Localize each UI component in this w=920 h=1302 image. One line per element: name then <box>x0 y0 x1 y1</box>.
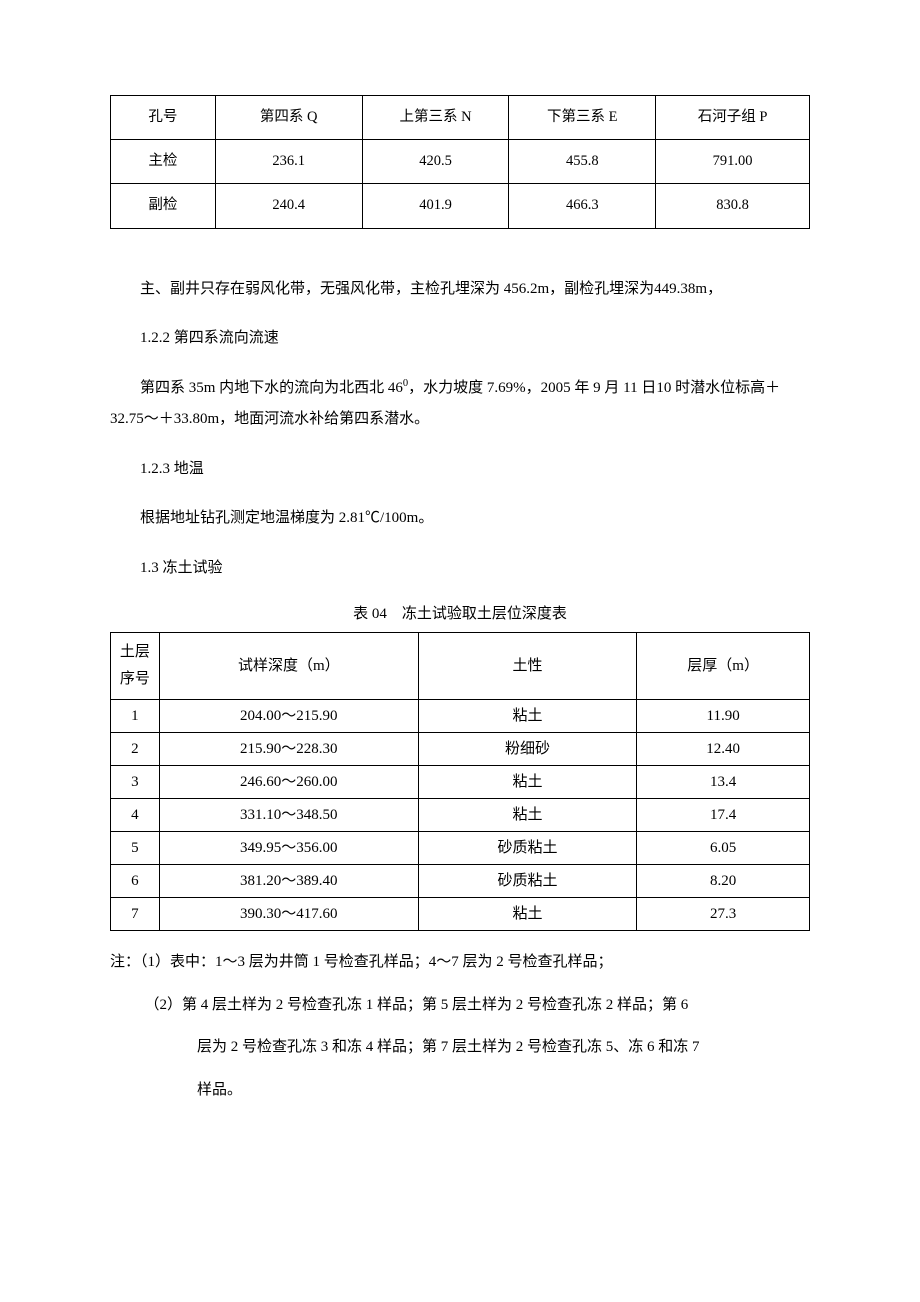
cell: 791.00 <box>656 140 810 184</box>
cell: 12.40 <box>637 733 810 766</box>
cell: 204.00～215.90 <box>159 700 418 733</box>
cell: 236.1 <box>215 140 362 184</box>
cell: 粉细砂 <box>418 733 636 766</box>
cell: 8.20 <box>637 865 810 898</box>
note-line: 注：（1）表中：1～3 层为井筒 1 号检查孔样品；4～7 层为 2 号检查孔样… <box>110 945 810 980</box>
body-paragraph: 主、副井只存在弱风化带，无强风化带，主检孔埋深为 456.2m，副检孔埋深为44… <box>110 274 810 306</box>
cell: 215.90～228.30 <box>159 733 418 766</box>
cell: 331.10～348.50 <box>159 799 418 832</box>
body-paragraph: 第四系 35m 内地下水的流向为北西北 460，水力坡度 7.69%，2005 … <box>110 373 810 436</box>
cell: 1 <box>111 700 160 733</box>
cell: 420.5 <box>362 140 509 184</box>
table-row: 1204.00～215.90粘土11.90 <box>111 700 810 733</box>
cell: 粘土 <box>418 799 636 832</box>
cell: 7 <box>111 898 160 931</box>
cell: 2 <box>111 733 160 766</box>
cell: 粘土 <box>418 700 636 733</box>
cell: 5 <box>111 832 160 865</box>
col-header: 土层序号 <box>111 633 160 700</box>
col-header: 上第三系 N <box>362 96 509 140</box>
cell: 砂质粘土 <box>418 865 636 898</box>
cell: 11.90 <box>637 700 810 733</box>
strata-table: 孔号 第四系 Q 上第三系 N 下第三系 E 石河子组 P 主检 236.1 4… <box>110 95 810 229</box>
section-heading: 1.2.2 第四系流向流速 <box>110 323 810 355</box>
table-row: 2215.90～228.30粉细砂12.40 <box>111 733 810 766</box>
cell: 4 <box>111 799 160 832</box>
cell: 砂质粘土 <box>418 832 636 865</box>
cell: 3 <box>111 766 160 799</box>
table-header-row: 孔号 第四系 Q 上第三系 N 下第三系 E 石河子组 P <box>111 96 810 140</box>
table-notes: 注：（1）表中：1～3 层为井筒 1 号检查孔样品；4～7 层为 2 号检查孔样… <box>110 945 810 1107</box>
body-paragraph: 根据地址钻孔测定地温梯度为 2.81℃/100m。 <box>110 503 810 535</box>
frozen-soil-table: 土层序号 试样深度（m） 土性 层厚（m） 1204.00～215.90粘土11… <box>110 632 810 931</box>
table-row: 4331.10～348.50粘土17.4 <box>111 799 810 832</box>
cell: 246.60～260.00 <box>159 766 418 799</box>
col-header: 层厚（m） <box>637 633 810 700</box>
cell: 6 <box>111 865 160 898</box>
col-header: 第四系 Q <box>215 96 362 140</box>
col-header: 石河子组 P <box>656 96 810 140</box>
cell: 17.4 <box>637 799 810 832</box>
cell: 349.95～356.00 <box>159 832 418 865</box>
cell: 455.8 <box>509 140 656 184</box>
text-run: 第四系 35m 内地下水的流向为北西北 46 <box>140 380 403 396</box>
cell: 830.8 <box>656 184 810 228</box>
cell: 240.4 <box>215 184 362 228</box>
col-header: 孔号 <box>111 96 216 140</box>
col-header: 试样深度（m） <box>159 633 418 700</box>
table-row: 主检 236.1 420.5 455.8 791.00 <box>111 140 810 184</box>
cell: 466.3 <box>509 184 656 228</box>
cell: 401.9 <box>362 184 509 228</box>
table-row: 6381.20～389.40砂质粘土8.20 <box>111 865 810 898</box>
table-caption: 表 04 冻土试验取土层位深度表 <box>110 602 810 626</box>
cell: 副检 <box>111 184 216 228</box>
cell: 粘土 <box>418 766 636 799</box>
section-heading: 1.3 冻土试验 <box>110 553 810 585</box>
note-line: 层为 2 号检查孔冻 3 和冻 4 样品；第 7 层土样为 2 号检查孔冻 5、… <box>110 1030 810 1065</box>
col-header: 土性 <box>418 633 636 700</box>
cell: 381.20～389.40 <box>159 865 418 898</box>
section-heading: 1.2.3 地温 <box>110 454 810 486</box>
table-row: 副检 240.4 401.9 466.3 830.8 <box>111 184 810 228</box>
cell: 主检 <box>111 140 216 184</box>
table-row: 7390.30～417.60粘土27.3 <box>111 898 810 931</box>
cell: 6.05 <box>637 832 810 865</box>
note-line: （2）第 4 层土样为 2 号检查孔冻 1 样品；第 5 层土样为 2 号检查孔… <box>110 988 810 1023</box>
cell: 390.30～417.60 <box>159 898 418 931</box>
table-header-row: 土层序号 试样深度（m） 土性 层厚（m） <box>111 633 810 700</box>
col-header: 下第三系 E <box>509 96 656 140</box>
table-row: 3246.60～260.00粘土13.4 <box>111 766 810 799</box>
cell: 粘土 <box>418 898 636 931</box>
cell: 27.3 <box>637 898 810 931</box>
cell: 13.4 <box>637 766 810 799</box>
note-line: 样品。 <box>110 1073 810 1108</box>
table-row: 5349.95～356.00砂质粘土6.05 <box>111 832 810 865</box>
